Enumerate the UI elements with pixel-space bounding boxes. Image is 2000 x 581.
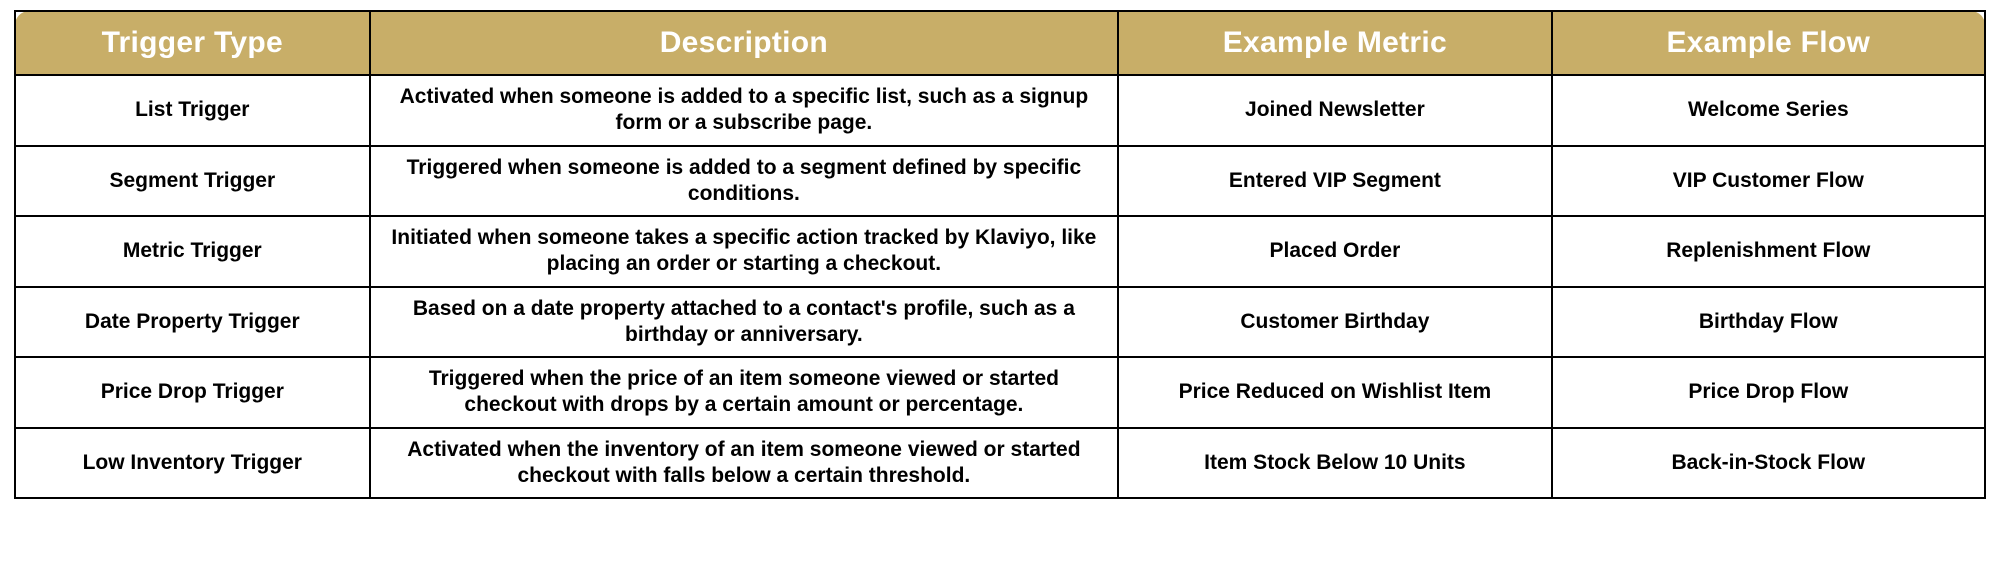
cell-example-metric: Entered VIP Segment [1118, 146, 1551, 217]
cell-example-flow: Birthday Flow [1552, 287, 1985, 358]
cell-example-metric: Item Stock Below 10 Units [1118, 428, 1551, 499]
table-row: Low Inventory Trigger Activated when the… [15, 428, 1985, 499]
table-row: Segment Trigger Triggered when someone i… [15, 146, 1985, 217]
cell-description: Triggered when someone is added to a seg… [370, 146, 1119, 217]
cell-description: Activated when the inventory of an item … [370, 428, 1119, 499]
cell-description: Triggered when the price of an item some… [370, 357, 1119, 428]
col-header-example-flow: Example Flow [1552, 11, 1985, 75]
table-row: Price Drop Trigger Triggered when the pr… [15, 357, 1985, 428]
col-header-description: Description [370, 11, 1119, 75]
cell-example-flow: Back-in-Stock Flow [1552, 428, 1985, 499]
cell-example-flow: VIP Customer Flow [1552, 146, 1985, 217]
trigger-types-table: Trigger Type Description Example Metric … [14, 10, 1986, 499]
cell-description: Activated when someone is added to a spe… [370, 75, 1119, 146]
col-header-example-metric: Example Metric [1118, 11, 1551, 75]
cell-trigger-type: Segment Trigger [15, 146, 370, 217]
table-row: List Trigger Activated when someone is a… [15, 75, 1985, 146]
table-row: Metric Trigger Initiated when someone ta… [15, 216, 1985, 287]
cell-example-metric: Customer Birthday [1118, 287, 1551, 358]
cell-trigger-type: Price Drop Trigger [15, 357, 370, 428]
col-header-trigger-type: Trigger Type [15, 11, 370, 75]
cell-example-flow: Welcome Series [1552, 75, 1985, 146]
table-row: Date Property Trigger Based on a date pr… [15, 287, 1985, 358]
cell-description: Initiated when someone takes a specific … [370, 216, 1119, 287]
cell-example-flow: Price Drop Flow [1552, 357, 1985, 428]
cell-example-metric: Placed Order [1118, 216, 1551, 287]
cell-trigger-type: Metric Trigger [15, 216, 370, 287]
cell-example-metric: Price Reduced on Wishlist Item [1118, 357, 1551, 428]
cell-example-metric: Joined Newsletter [1118, 75, 1551, 146]
cell-trigger-type: List Trigger [15, 75, 370, 146]
cell-trigger-type: Date Property Trigger [15, 287, 370, 358]
cell-description: Based on a date property attached to a c… [370, 287, 1119, 358]
cell-example-flow: Replenishment Flow [1552, 216, 1985, 287]
table-header-row: Trigger Type Description Example Metric … [15, 11, 1985, 75]
cell-trigger-type: Low Inventory Trigger [15, 428, 370, 499]
